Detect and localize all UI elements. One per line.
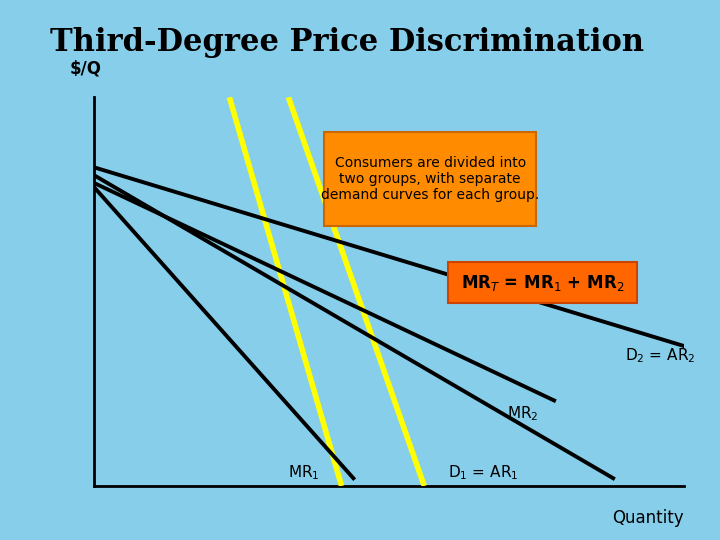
FancyBboxPatch shape: [324, 132, 536, 226]
Text: $/Q: $/Q: [70, 60, 102, 78]
Text: MR$_1$: MR$_1$: [289, 463, 320, 482]
Text: D$_1$ = AR$_1$: D$_1$ = AR$_1$: [448, 463, 518, 482]
Text: Consumers are divided into
two groups, with separate
demand curves for each grou: Consumers are divided into two groups, w…: [321, 156, 539, 202]
FancyBboxPatch shape: [448, 262, 636, 303]
Text: MR$_2$: MR$_2$: [507, 404, 539, 423]
Text: Quantity: Quantity: [613, 509, 684, 528]
Text: MR$_T$ = MR$_1$ + MR$_2$: MR$_T$ = MR$_1$ + MR$_2$: [461, 273, 624, 293]
Text: Third-Degree Price Discrimination: Third-Degree Price Discrimination: [50, 27, 644, 58]
Text: D$_2$ = AR$_2$: D$_2$ = AR$_2$: [625, 346, 696, 365]
